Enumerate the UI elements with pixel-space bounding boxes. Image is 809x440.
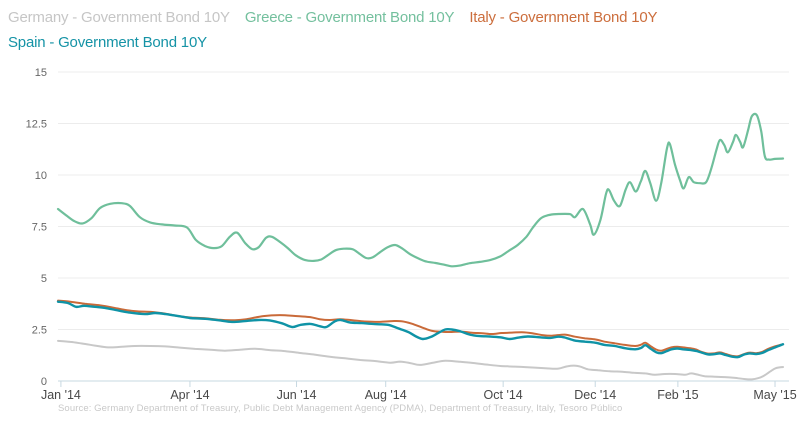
legend-item-germany[interactable]: Germany - Government Bond 10Y bbox=[8, 9, 230, 26]
y-axis-label: 2.5 bbox=[32, 325, 47, 337]
legend-item-greece[interactable]: Greece - Government Bond 10Y bbox=[244, 9, 455, 26]
x-axis-label: May '15 bbox=[753, 388, 796, 402]
y-axis-label: 0 bbox=[41, 376, 47, 388]
series-line-spain bbox=[56, 300, 785, 359]
x-axis-label: Aug '14 bbox=[365, 388, 407, 402]
legend-item-spain[interactable]: Spain - Government Bond 10Y bbox=[8, 34, 207, 51]
x-axis-label: Dec '14 bbox=[574, 388, 616, 402]
series-line-germany bbox=[57, 339, 784, 381]
series-line-greece bbox=[56, 112, 785, 268]
y-axis-label: 7.5 bbox=[32, 222, 47, 234]
x-axis-label: Jun '14 bbox=[277, 388, 317, 402]
y-axis-label: 15 bbox=[35, 67, 47, 79]
x-axis-label: Apr '14 bbox=[170, 388, 209, 402]
source-attribution: Source: Germany Department of Treasury, … bbox=[58, 403, 623, 414]
x-axis-label: Feb '15 bbox=[657, 388, 698, 402]
y-axis-label: 12.5 bbox=[26, 119, 47, 131]
y-axis-label: 10 bbox=[35, 170, 47, 182]
legend-item-italy[interactable]: Italy - Government Bond 10Y bbox=[469, 9, 658, 26]
chart-legend: Germany - Government Bond 10Y Greece - G… bbox=[8, 5, 708, 55]
y-axis-label: 5 bbox=[41, 273, 47, 285]
x-axis-label: Oct '14 bbox=[484, 388, 523, 402]
x-axis-label: Jan '14 bbox=[41, 388, 81, 402]
